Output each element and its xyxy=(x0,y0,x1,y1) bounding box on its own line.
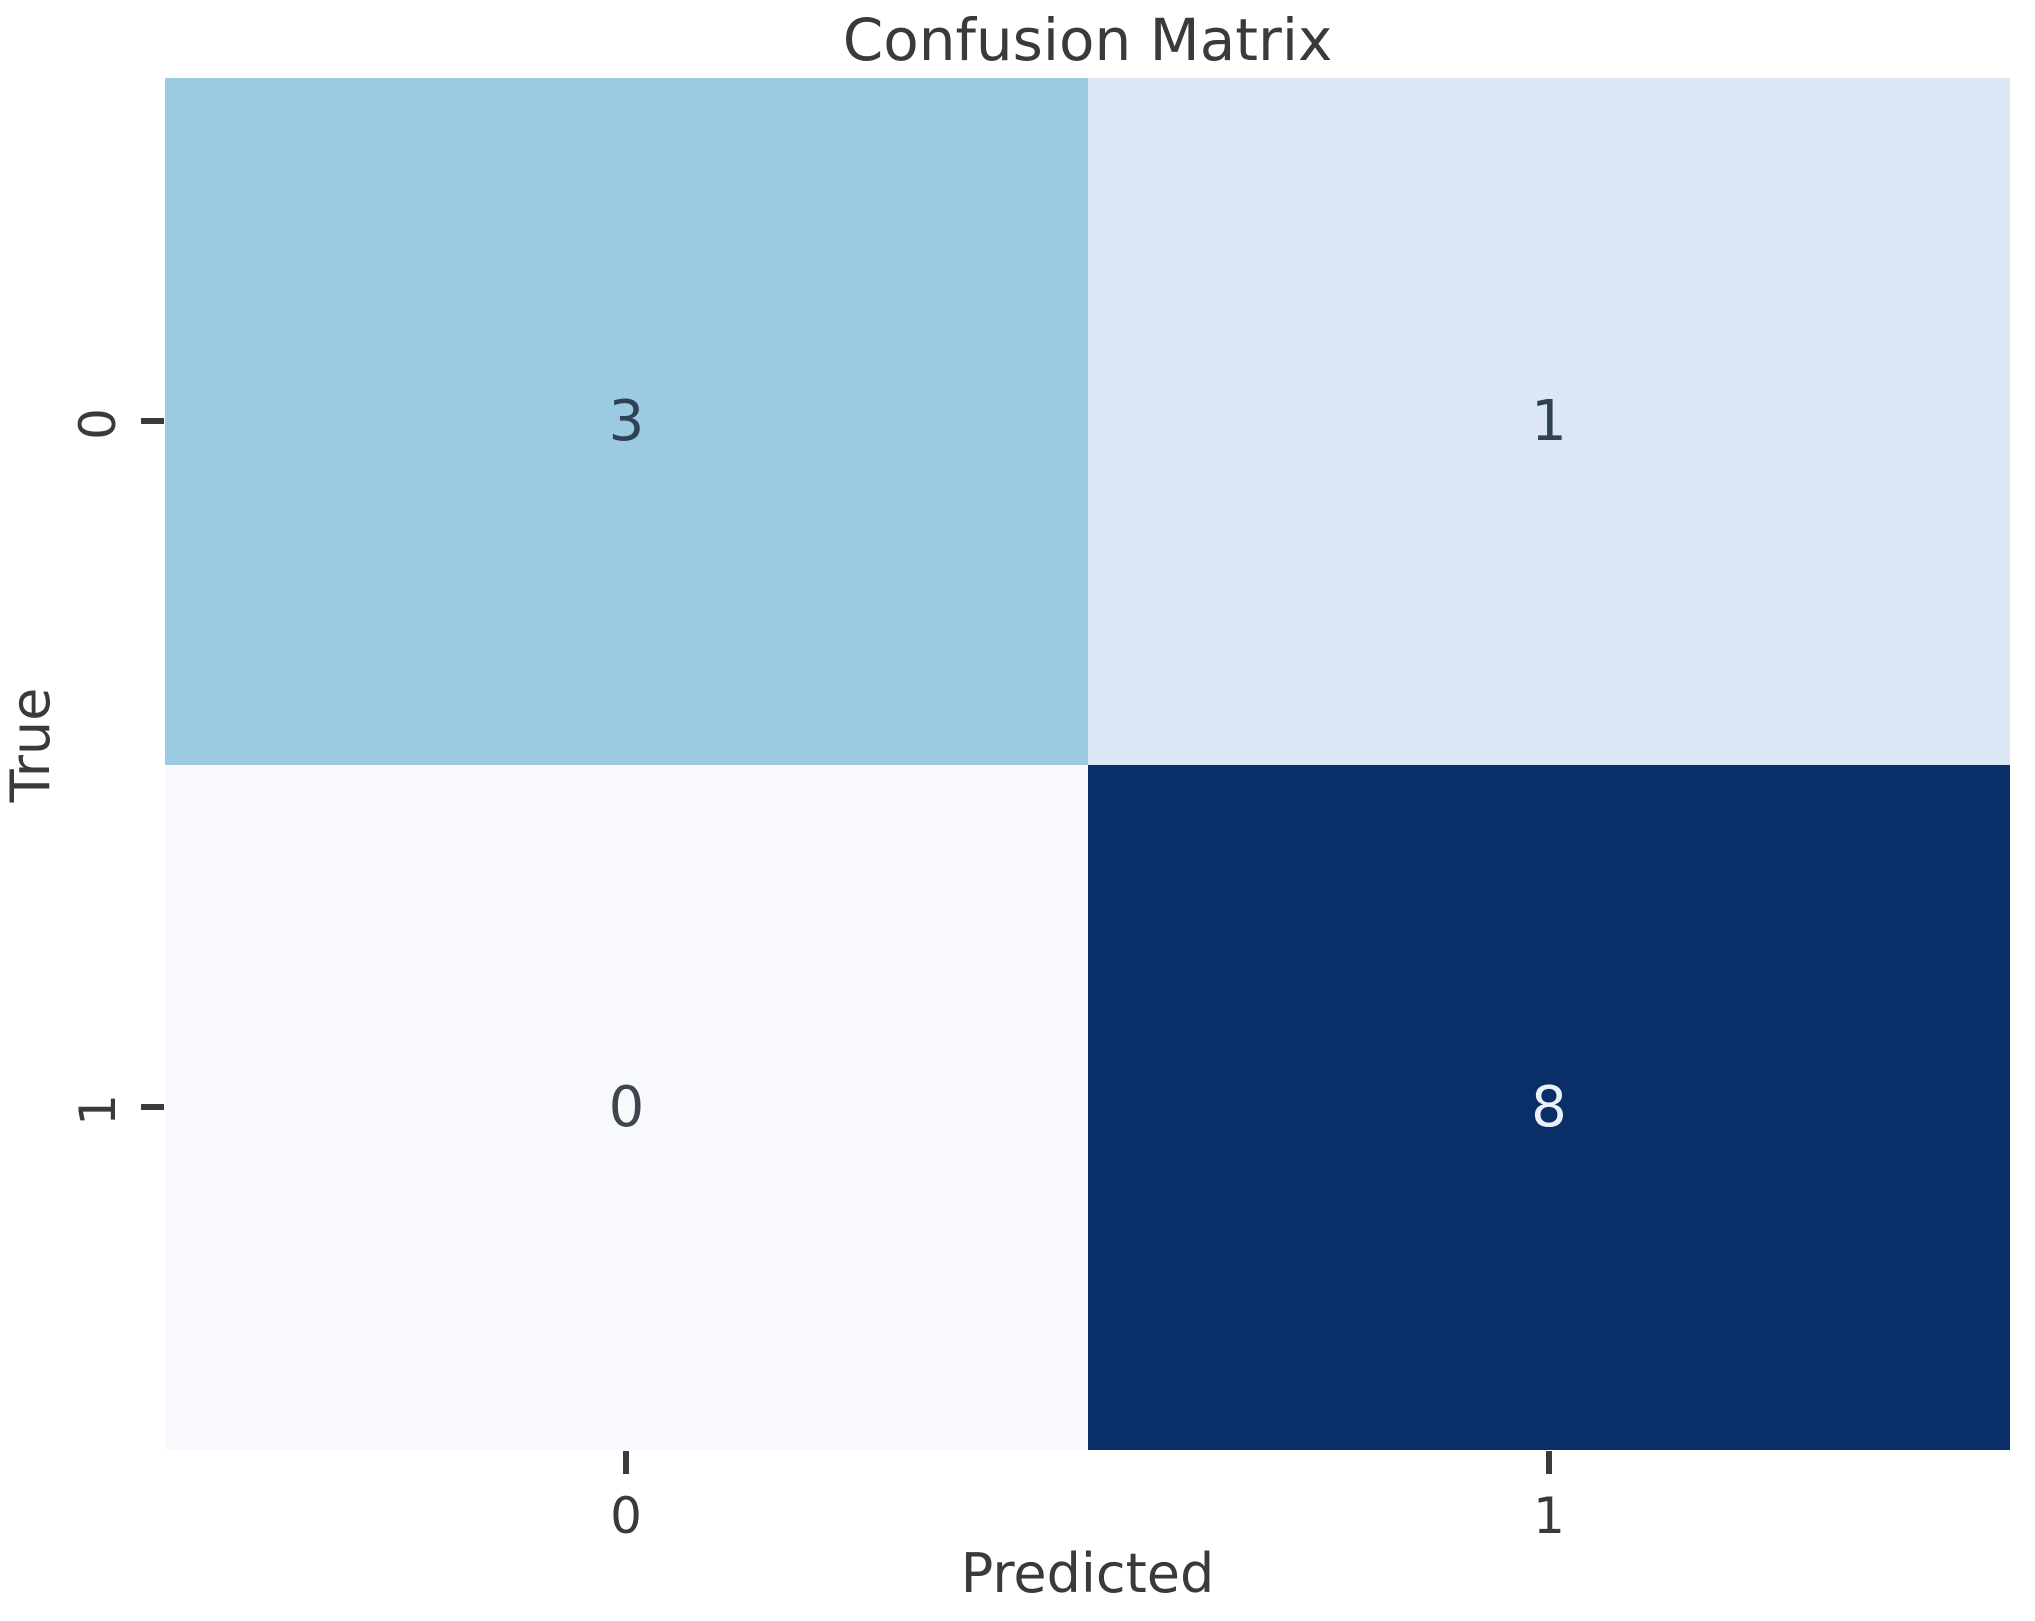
heatmap-plot-area: 3 1 0 8 xyxy=(165,78,2010,1450)
cell-value-true0-pred0: 3 xyxy=(608,388,645,454)
y-axis-tick-mark-1 xyxy=(141,1104,164,1110)
y-axis-tick-mark-0 xyxy=(141,418,164,424)
x-axis-label: Predicted xyxy=(960,1541,1215,1605)
cell-value-true1-pred0: 0 xyxy=(608,1074,645,1140)
heatmap-cell-true1-pred0: 0 xyxy=(165,765,1088,1450)
heatmap-cell-true0-pred0: 3 xyxy=(165,78,1088,765)
y-axis-tick-label-1: 1 xyxy=(69,1094,127,1126)
x-axis-tick-label-1: 1 xyxy=(1533,1487,1565,1545)
chart-title: Confusion Matrix xyxy=(842,6,1333,74)
x-axis-tick-label-0: 0 xyxy=(610,1487,642,1545)
y-axis-tick-label-0: 0 xyxy=(69,408,127,440)
cell-value-true0-pred1: 1 xyxy=(1531,388,1567,454)
cell-value-true1-pred1: 8 xyxy=(1531,1074,1567,1140)
x-axis-tick-mark-0 xyxy=(623,1451,629,1474)
y-axis-label: True xyxy=(0,687,62,803)
x-axis-tick-mark-1 xyxy=(1546,1451,1552,1474)
heatmap-cell-true1-pred1: 8 xyxy=(1088,765,2010,1450)
heatmap-cell-true0-pred1: 1 xyxy=(1088,78,2010,765)
